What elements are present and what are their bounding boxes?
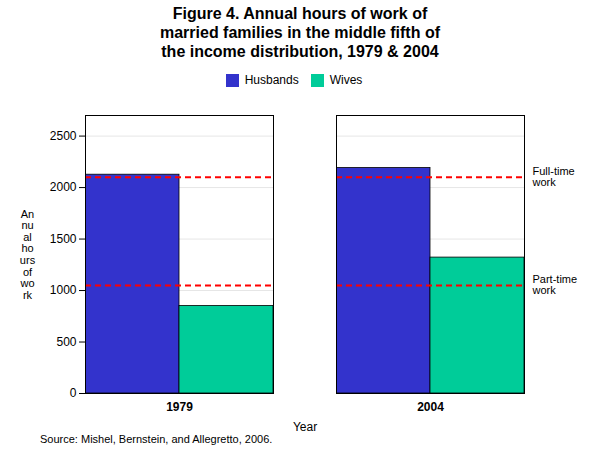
svg-text:Full-timework: Full-timework xyxy=(532,165,575,188)
html-text:Husbands: Husbands xyxy=(244,73,299,88)
html-text:Wives: Wives xyxy=(329,73,363,88)
svg-text:Annualhoursofwork: Annualhoursofwork xyxy=(19,207,35,300)
svg-text:2500: 2500 xyxy=(50,128,77,142)
html-text:Figure 4. Annual hours of work: Figure 4. Annual hours of work of marrie… xyxy=(160,5,440,61)
svg-text:500: 500 xyxy=(56,334,76,348)
svg-text:1500: 1500 xyxy=(50,231,77,245)
svg-text:1000: 1000 xyxy=(50,283,77,297)
svg-text:2004: 2004 xyxy=(417,400,444,414)
html-text:Source: Mishel, Bernstein, and: Source: Mishel, Bernstein, and Allegrett… xyxy=(40,432,273,445)
svg-text:Year: Year xyxy=(293,419,317,433)
svg-text:1979: 1979 xyxy=(166,400,193,414)
svg-text:0: 0 xyxy=(70,386,77,400)
svg-text:Part-timework: Part-timework xyxy=(532,273,578,296)
svg-text:2000: 2000 xyxy=(50,180,77,194)
